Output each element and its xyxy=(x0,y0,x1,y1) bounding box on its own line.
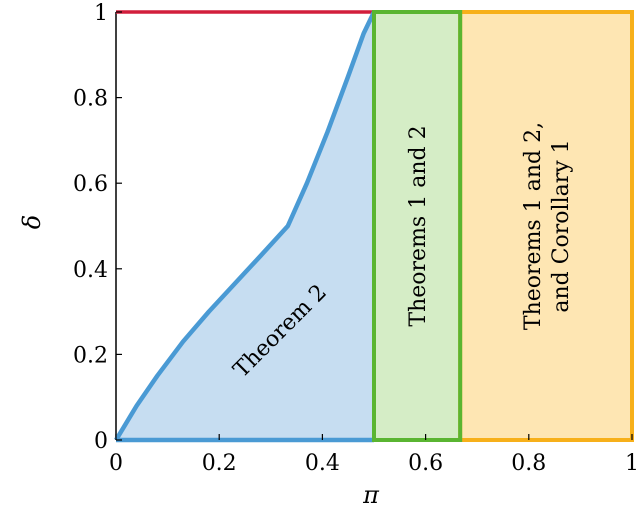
y-tick-label: 0.6 xyxy=(73,172,108,197)
ticks: 0 0.2 0.4 0.6 0.8 1 0 0.2 0.4 0.6 0.8 1 xyxy=(73,1,637,476)
region-corollary-fill xyxy=(460,12,632,440)
regions xyxy=(116,12,632,440)
x-tick-label: 0.8 xyxy=(511,451,546,476)
axes xyxy=(114,10,634,443)
y-tick-label: 0 xyxy=(94,429,108,454)
y-axis-label: δ xyxy=(18,215,46,229)
y-tick-label: 0.8 xyxy=(73,87,108,112)
region-theorem-2-fill xyxy=(116,12,374,440)
y-tick-label: 0.4 xyxy=(73,258,108,283)
x-axis-label: π xyxy=(362,481,380,509)
y-tick-label: 1 xyxy=(94,1,108,26)
x-tick-label: 0 xyxy=(109,451,123,476)
region-corollary-label-line: and Corollary 1 xyxy=(549,139,574,312)
region-theorems-1-2-outline xyxy=(372,10,463,442)
region-theorems-1-2-label: Theorems 1 and 2 xyxy=(406,125,431,326)
x-tick-label: 1 xyxy=(625,451,637,476)
x-tick-label: 0.6 xyxy=(408,451,443,476)
y-tick-label: 0.2 xyxy=(73,343,108,368)
boundary-curve xyxy=(114,11,377,442)
x-tick-label: 0.2 xyxy=(202,451,237,476)
region-corollary-label-line: Theorems 1 and 2, xyxy=(521,122,546,330)
region-theorems-1-2-fill xyxy=(374,12,461,440)
x-tick-label: 0.4 xyxy=(305,451,340,476)
